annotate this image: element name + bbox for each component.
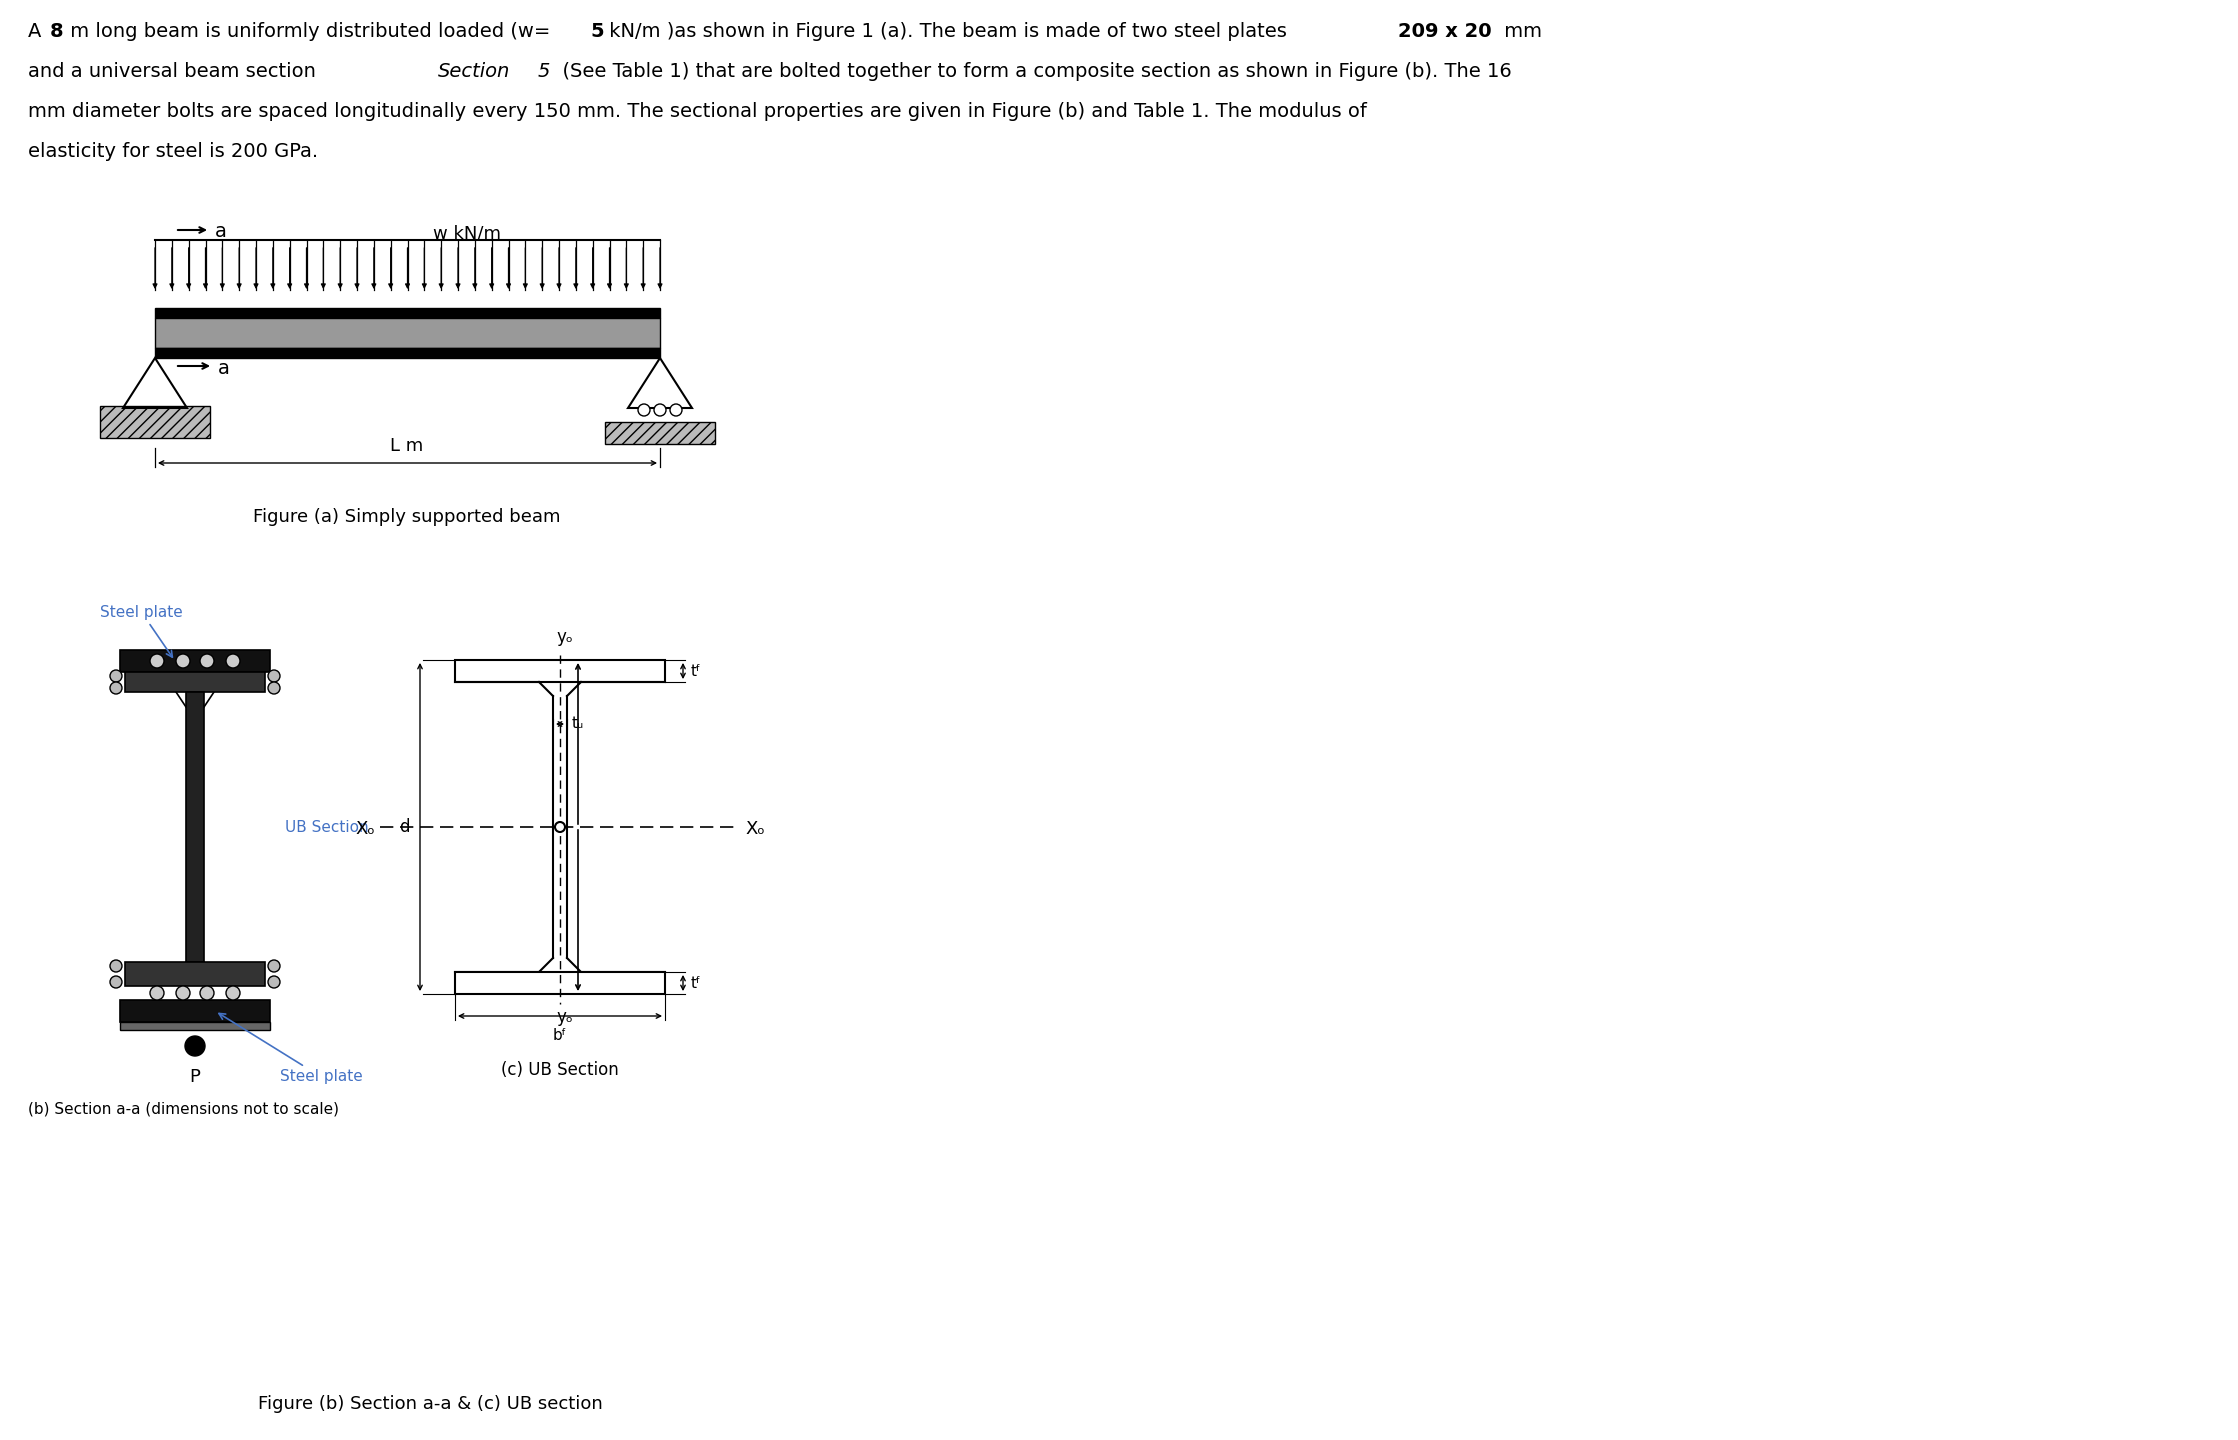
Bar: [125, 672, 264, 693]
Text: A: A: [29, 22, 47, 40]
Text: bᶠ: bᶠ: [553, 1028, 566, 1043]
Text: and a universal beam section: and a universal beam section: [29, 62, 316, 81]
Text: P: P: [190, 1068, 201, 1086]
Circle shape: [226, 986, 239, 999]
Text: Xₒ: Xₒ: [356, 819, 376, 838]
Text: 5: 5: [537, 62, 551, 81]
Bar: [154, 308, 660, 318]
Circle shape: [199, 654, 215, 668]
Circle shape: [638, 405, 649, 416]
Bar: [121, 1022, 271, 1030]
Bar: [186, 693, 204, 962]
Text: (See Table 1) that are bolted together to form a composite section as shown in F: (See Table 1) that are bolted together t…: [551, 62, 1511, 81]
Circle shape: [653, 405, 667, 416]
Text: yₒ: yₒ: [557, 1008, 573, 1025]
Text: d: d: [401, 818, 410, 837]
Text: kN/m )as shown in Figure 1 (a). The beam is made of two steel plates: kN/m )as shown in Figure 1 (a). The beam…: [602, 22, 1294, 40]
Text: a: a: [215, 222, 226, 240]
Circle shape: [269, 683, 280, 694]
Circle shape: [110, 960, 123, 972]
Circle shape: [177, 654, 190, 668]
Bar: [121, 649, 271, 672]
Circle shape: [269, 976, 280, 988]
Text: (c) UB Section: (c) UB Section: [501, 1061, 620, 1079]
Text: Steel plate: Steel plate: [219, 1014, 363, 1084]
Bar: [604, 422, 714, 444]
Text: Figure (b) Section a-a & (c) UB section: Figure (b) Section a-a & (c) UB section: [257, 1395, 602, 1413]
Text: w kN/m: w kN/m: [432, 225, 501, 243]
Bar: [154, 318, 660, 348]
Bar: [454, 972, 665, 994]
Bar: [101, 406, 210, 438]
Circle shape: [186, 1035, 206, 1056]
Circle shape: [110, 976, 123, 988]
Circle shape: [110, 683, 123, 694]
Circle shape: [199, 986, 215, 999]
Text: 5: 5: [591, 22, 604, 40]
Text: UB Section: UB Section: [284, 819, 369, 835]
Text: 209 x 20: 209 x 20: [1399, 22, 1491, 40]
Circle shape: [555, 822, 564, 832]
Text: tᶠ: tᶠ: [692, 975, 700, 991]
Circle shape: [110, 670, 123, 683]
Text: mm diameter bolts are spaced longitudinally every 150 mm. The sectional properti: mm diameter bolts are spaced longitudina…: [29, 102, 1367, 121]
Text: tᵤ: tᵤ: [573, 717, 584, 732]
Text: yₒ: yₒ: [557, 628, 573, 647]
Circle shape: [669, 405, 683, 416]
Text: 8: 8: [49, 22, 63, 40]
Bar: [121, 999, 271, 1022]
Circle shape: [177, 986, 190, 999]
Text: (b) Section a-a (dimensions not to scale): (b) Section a-a (dimensions not to scale…: [29, 1102, 338, 1116]
Circle shape: [150, 986, 163, 999]
Circle shape: [269, 960, 280, 972]
Text: Steel plate: Steel plate: [101, 605, 184, 657]
Text: mm: mm: [1497, 22, 1542, 40]
Text: Figure (a) Simply supported beam: Figure (a) Simply supported beam: [253, 508, 562, 526]
Text: Section: Section: [439, 62, 510, 81]
Bar: [154, 348, 660, 359]
Text: m long beam is uniformly distributed loaded (w=: m long beam is uniformly distributed loa…: [65, 22, 557, 40]
Text: a: a: [217, 359, 231, 377]
Circle shape: [226, 654, 239, 668]
Text: tᶠ: tᶠ: [692, 664, 700, 678]
Bar: [454, 660, 665, 683]
Text: L m: L m: [389, 436, 423, 455]
Bar: [125, 962, 264, 986]
Circle shape: [269, 670, 280, 683]
Text: elasticity for steel is 200 GPa.: elasticity for steel is 200 GPa.: [29, 143, 318, 161]
Text: Xₒ: Xₒ: [745, 819, 765, 838]
Circle shape: [150, 654, 163, 668]
